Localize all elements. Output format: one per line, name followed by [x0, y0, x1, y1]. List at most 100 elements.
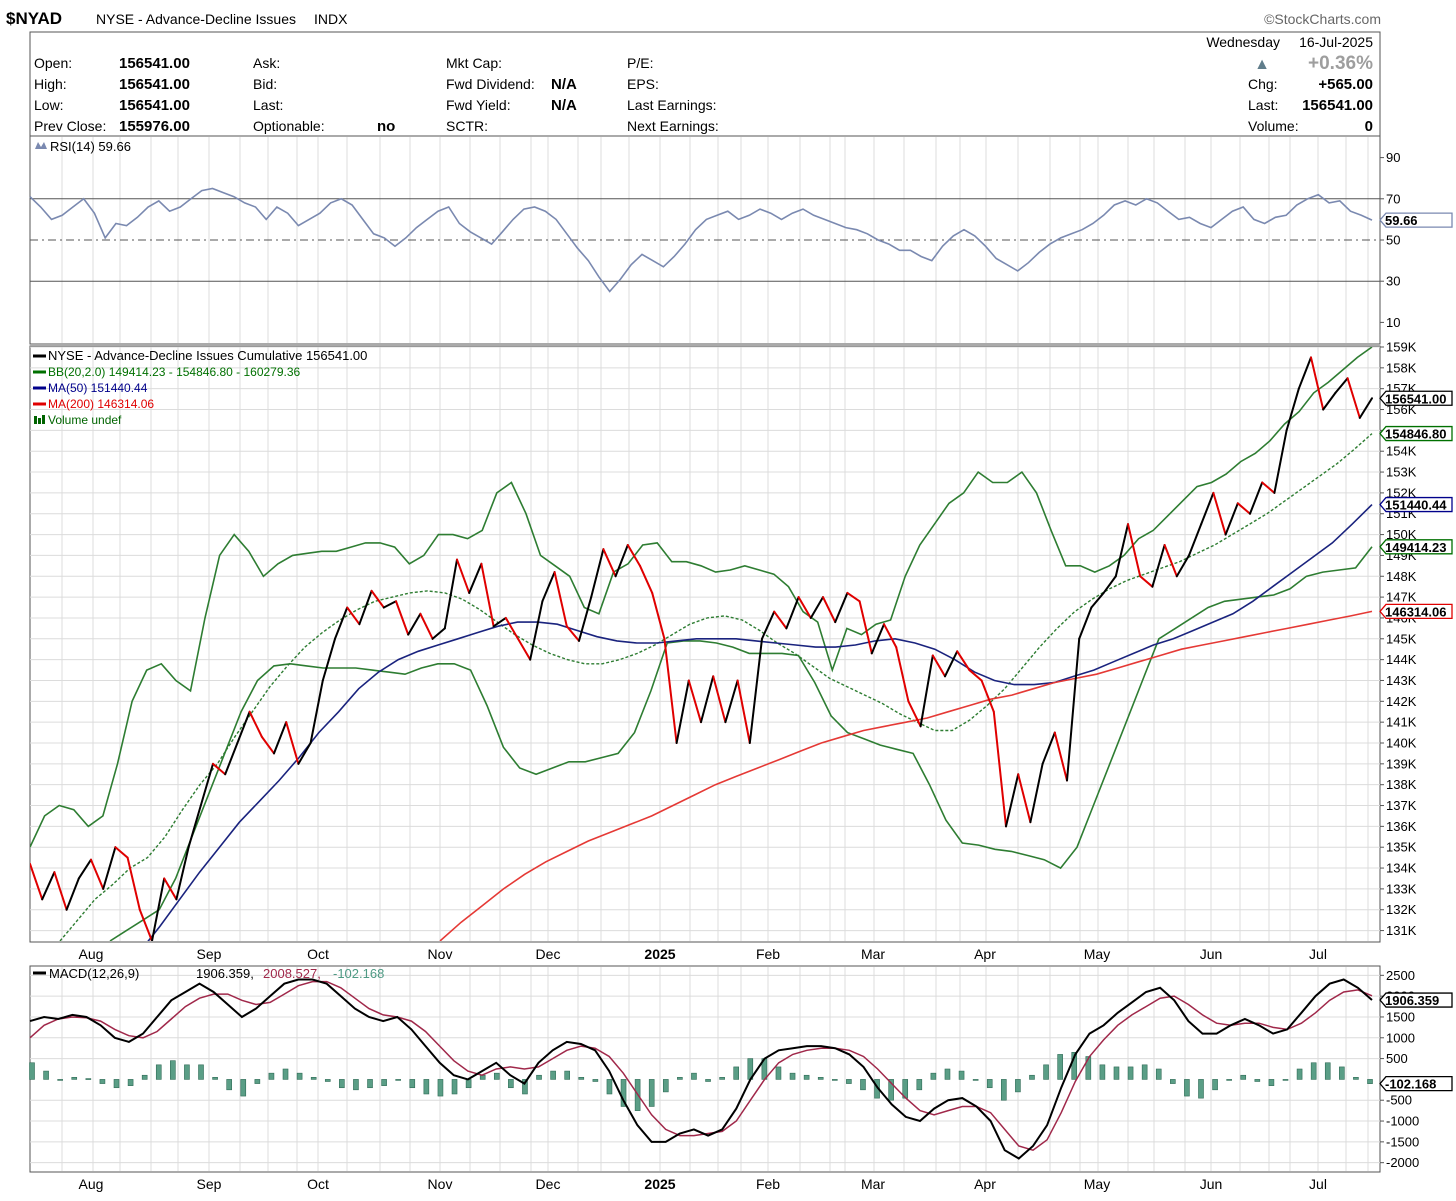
y-tick-label: 139K — [1386, 756, 1417, 771]
price-segment — [431, 627, 446, 640]
open-label: Open: — [34, 55, 72, 71]
price-segment — [773, 610, 788, 630]
x-tick-label: Nov — [428, 946, 453, 962]
price-segment — [212, 762, 227, 776]
histogram-bar — [944, 1068, 951, 1080]
histogram-bar — [324, 1079, 331, 1082]
histogram-bar — [860, 1079, 866, 1091]
histogram-bar — [648, 1079, 655, 1107]
quote-box — [29, 31, 1381, 137]
y-tick-label: 132K — [1386, 902, 1417, 917]
histogram-bar — [677, 1077, 683, 1080]
symbol: $NYAD — [6, 9, 62, 28]
y-tick-label: 142K — [1386, 694, 1417, 709]
histogram-bar — [226, 1079, 232, 1091]
price-segment — [870, 623, 885, 655]
price-segment — [163, 877, 178, 901]
x-tick-label: Jul — [1309, 946, 1327, 962]
y-tick-label: 141K — [1386, 715, 1417, 730]
price-segment — [883, 623, 898, 649]
price-segment — [1346, 377, 1361, 419]
histogram-bar — [198, 1064, 204, 1080]
histogram-bar — [282, 1068, 289, 1080]
histogram-bar — [310, 1077, 317, 1080]
histogram-bar — [254, 1079, 261, 1084]
histogram-bar — [972, 1079, 979, 1081]
price-segment — [1017, 773, 1032, 824]
price-segment — [138, 908, 153, 941]
instrument-name: NYSE - Advance-Decline Issues — [96, 11, 296, 27]
y-tick-label: 148K — [1386, 569, 1417, 584]
macd-panel: 2500200015001000500-500-1000-1500-2000 1… — [29, 965, 1453, 1173]
high-label: High: — [34, 76, 67, 92]
series-ma-50- — [147, 504, 1373, 941]
y-tick-label: 140K — [1386, 736, 1417, 751]
histogram-bar — [958, 1070, 965, 1080]
price-segment — [480, 562, 495, 628]
price-segment — [346, 606, 361, 626]
histogram-bar — [508, 1079, 514, 1089]
value-tag-label: 1906.359 — [1385, 993, 1439, 1008]
x-tick-label: Sep — [197, 1176, 222, 1192]
price-segment — [736, 679, 751, 744]
price-segment — [834, 591, 849, 624]
price-segment — [126, 856, 141, 911]
price-segment — [712, 675, 727, 724]
price-segment — [1053, 731, 1068, 782]
price-segment — [895, 646, 910, 703]
histogram-bar — [1310, 1062, 1317, 1080]
x-tick-label: Mar — [861, 946, 885, 962]
histogram-bar — [789, 1072, 796, 1080]
y-tick-label: 154K — [1386, 444, 1417, 459]
price-segment — [334, 606, 349, 640]
histogram-bar — [1043, 1064, 1049, 1080]
price-segment — [260, 735, 275, 755]
histogram-bar — [353, 1079, 359, 1091]
x-tick-label: Oct — [307, 1176, 329, 1192]
price-segment — [41, 871, 56, 901]
price-segment — [273, 721, 288, 755]
price-segment — [1175, 554, 1190, 578]
price-segment — [675, 679, 690, 744]
price-segment — [199, 762, 214, 807]
histogram-bar — [339, 1079, 345, 1089]
x-tick-label: Aug — [79, 946, 104, 962]
price-segment — [1261, 481, 1276, 494]
histogram-bar — [775, 1066, 782, 1080]
signal-value: 2008.527, — [263, 966, 321, 981]
histogram-bar — [817, 1077, 824, 1080]
histogram-bar — [916, 1079, 923, 1091]
exchange: INDX — [314, 11, 348, 27]
sctr-label: SCTR: — [446, 118, 488, 134]
y-tick-label: 1500 — [1386, 1009, 1415, 1024]
next-earnings-label: Next Earnings: — [627, 118, 719, 134]
legend-entry: Volume undef — [48, 413, 122, 427]
rsi-panel: 90 70 50 30 10 59.66 RSI(14) 59.66 — [29, 135, 1453, 345]
price-segment — [1114, 523, 1129, 578]
histogram-bar — [43, 1070, 49, 1080]
optionable-value: no — [377, 118, 395, 135]
series-ma-200- — [439, 610, 1373, 941]
price-segment — [236, 710, 251, 744]
price-segment — [1078, 606, 1093, 640]
price-segment — [358, 589, 373, 626]
chg-value: +565.00 — [1318, 76, 1373, 93]
price-segment — [1200, 491, 1215, 526]
price-segment — [724, 679, 739, 724]
value-tag-label: 154846.80 — [1385, 427, 1446, 442]
price-segment — [858, 600, 873, 655]
rsi-title: RSI(14) 59.66 — [50, 139, 131, 154]
histogram-bar — [170, 1060, 176, 1080]
histogram-bar — [1001, 1079, 1007, 1101]
histogram-bar — [240, 1079, 247, 1097]
histogram-bar — [803, 1074, 810, 1080]
price-segment — [1273, 429, 1288, 494]
histogram-bar — [99, 1079, 106, 1084]
change-percent: +0.36% — [1308, 53, 1373, 74]
x-tick-label: Feb — [756, 946, 780, 962]
histogram-bar — [479, 1074, 486, 1080]
price-x-axis: Aug Sep Oct Nov Dec 2025 Feb Mar Apr May Jun Jul — [79, 946, 1327, 962]
price-segment — [1090, 591, 1105, 609]
histogram-bar — [662, 1079, 669, 1093]
